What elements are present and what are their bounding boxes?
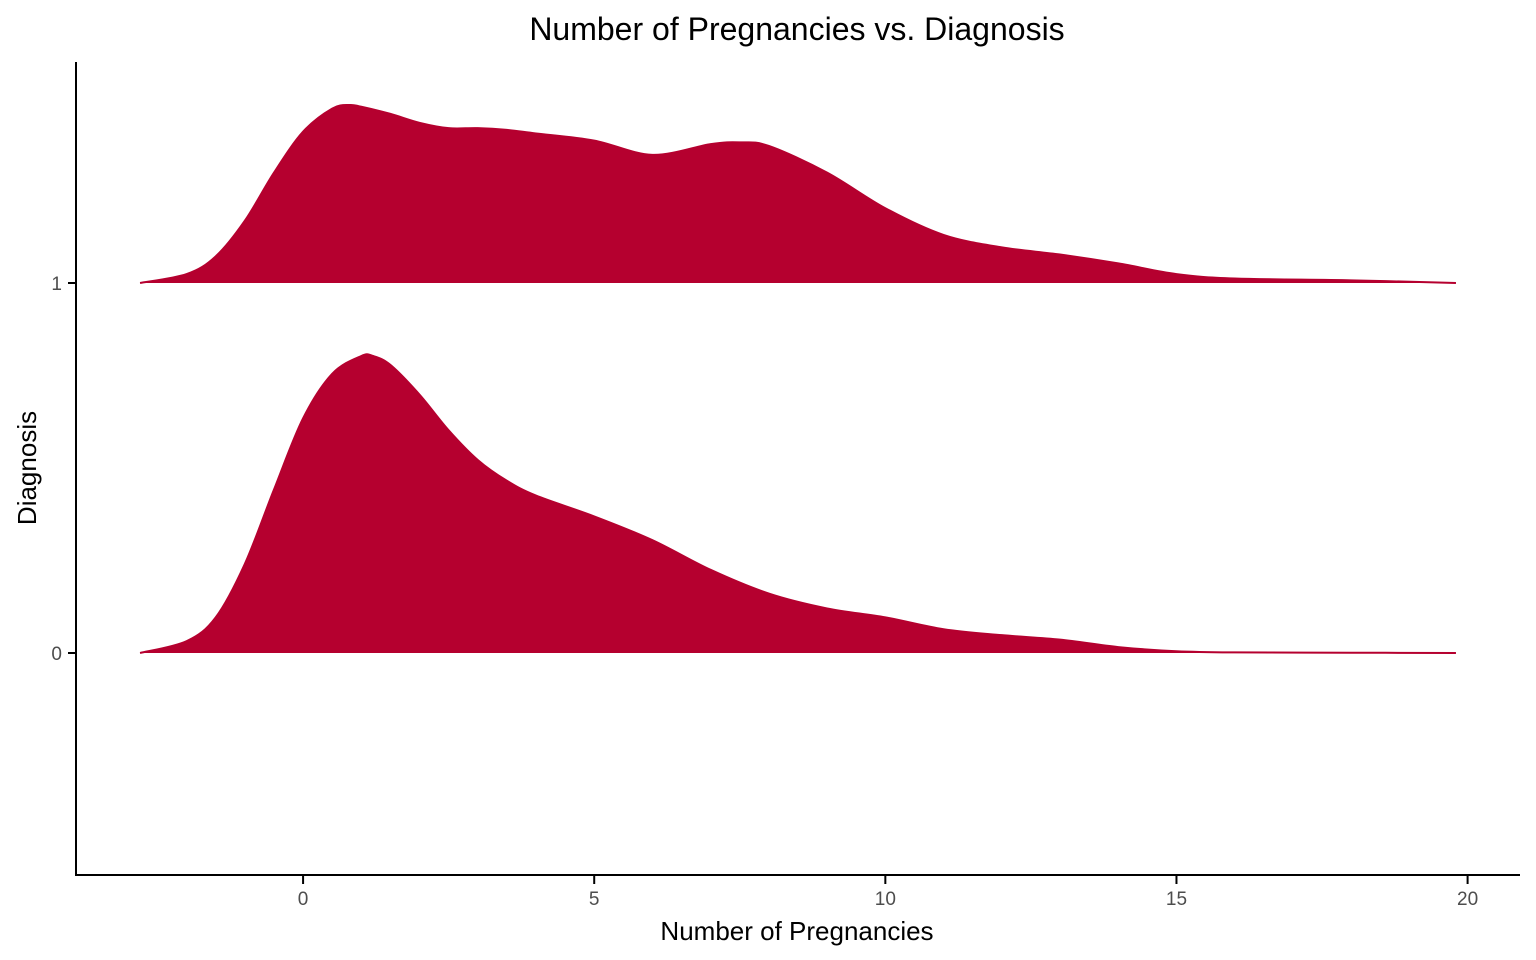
- density-ridge-0: [140, 354, 1456, 653]
- x-axis-ticks: 0 5 10 15 20: [298, 876, 1478, 910]
- density-ridge-1: [140, 104, 1456, 284]
- x-tick-label-15: 15: [1166, 889, 1187, 910]
- x-tick-label-5: 5: [589, 889, 600, 910]
- x-tick-label-20: 20: [1457, 889, 1478, 910]
- x-tick-label-0: 0: [298, 889, 309, 910]
- density-outline-1: [139, 103, 1456, 284]
- y-tick-label-0: 0: [51, 644, 62, 665]
- chart-title: Number of Pregnancies vs. Diagnosis: [529, 11, 1064, 47]
- y-axis-title: Diagnosis: [12, 411, 42, 525]
- ridge-group: [139, 103, 1456, 654]
- x-axis-title: Number of Pregnancies: [660, 916, 933, 946]
- x-tick-label-10: 10: [875, 889, 896, 910]
- y-tick-label-1: 1: [51, 274, 62, 295]
- density-outline-0: [139, 353, 1456, 654]
- y-axis-ticks: 01: [51, 274, 76, 665]
